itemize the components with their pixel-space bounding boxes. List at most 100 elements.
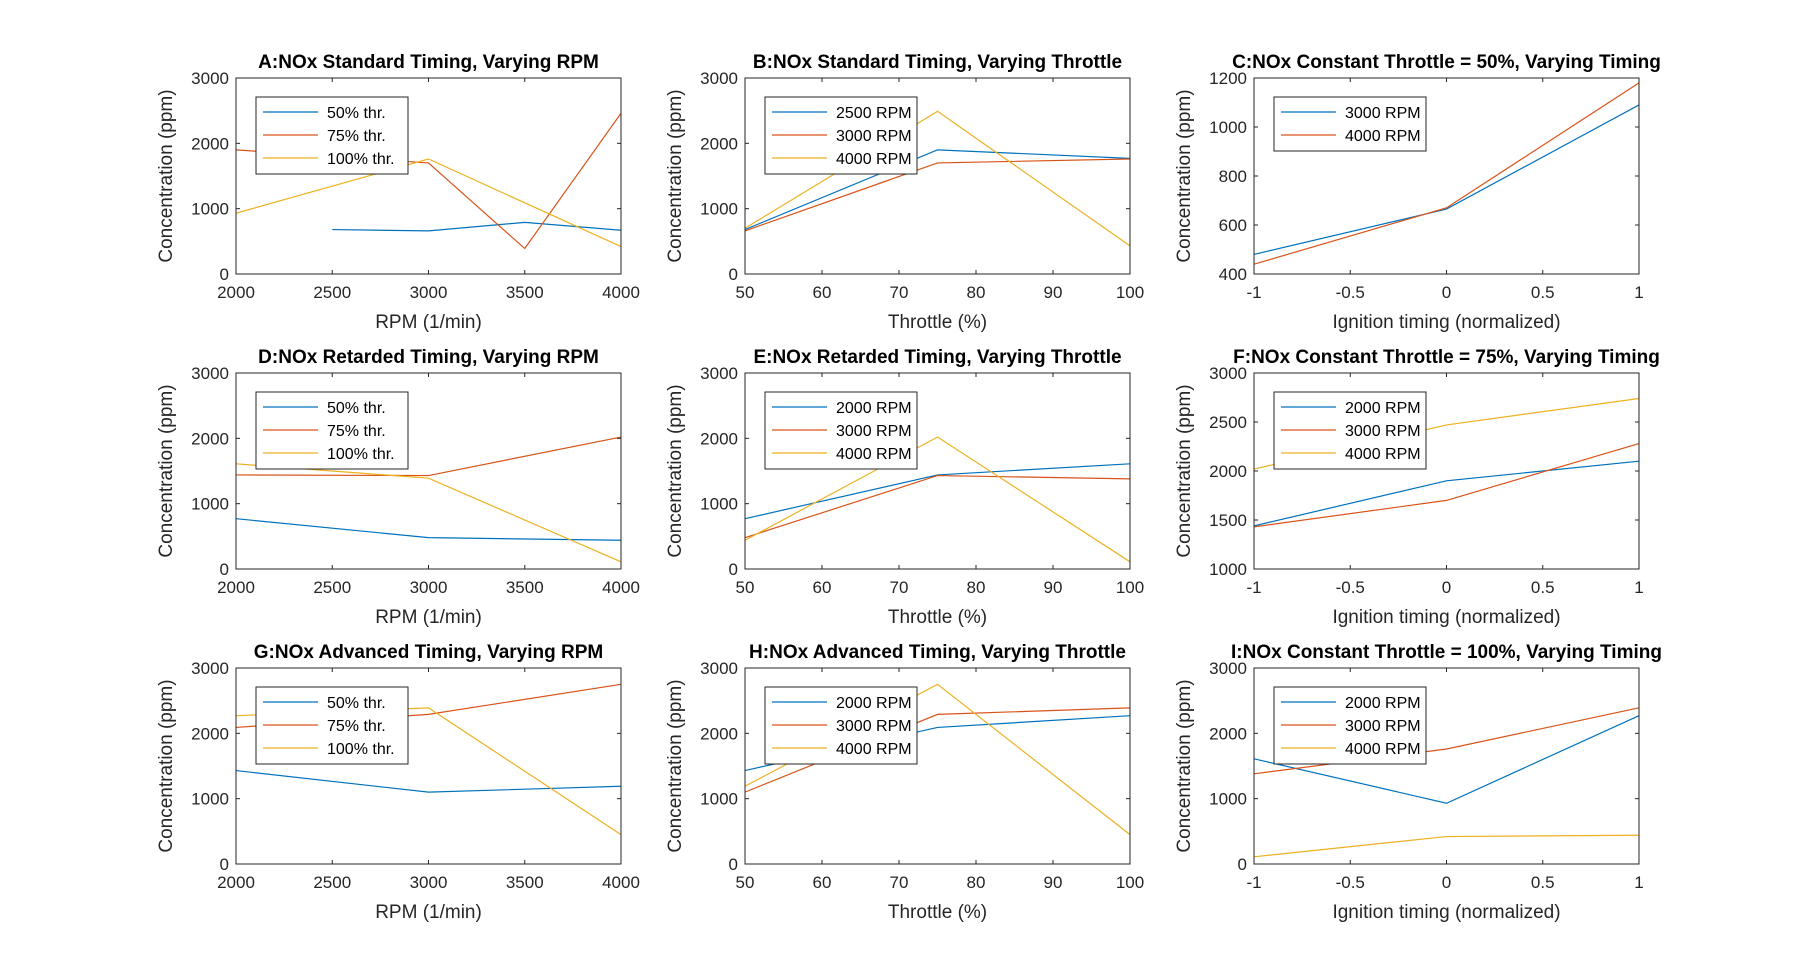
legend-box [1273, 96, 1427, 152]
legend-label: 75% thr. [327, 128, 386, 145]
y-tick-label: 3000 [700, 659, 738, 678]
legend-label: 4000 RPM [1345, 741, 1421, 758]
legend: 2500 RPM 3000 RPM 4000 RPM [764, 96, 918, 175]
y-tick-label: 3000 [191, 659, 229, 678]
series-line-2 [235, 158, 622, 248]
x-tick-label: 60 [813, 578, 832, 597]
chart-title: I:NOx Constant Throttle = 100%, Varying … [1231, 642, 1662, 663]
series-line-1 [1253, 707, 1640, 775]
chart-title: H:NOx Advanced Timing, Varying Throttle [749, 642, 1126, 663]
legend-label: 4000 RPM [1345, 128, 1421, 145]
legend-label: 2000 RPM [1345, 400, 1421, 417]
x-axis-label: Throttle (%) [888, 607, 987, 628]
y-tick-label: 3000 [1209, 659, 1247, 678]
y-axis-label: Concentration (ppm) [665, 89, 686, 262]
legend-label: 100% thr. [327, 446, 395, 463]
x-tick-label: 0 [1442, 283, 1451, 302]
y-tick-label: 1000 [700, 495, 738, 514]
x-tick-label: 3000 [410, 283, 448, 302]
subplot-0: 2000 2500 3000 3500 4000 0 1000 2000 3000 A:NOx S… [156, 52, 640, 333]
x-tick-label: 0 [1442, 578, 1451, 597]
x-tick-label: 90 [1044, 873, 1063, 892]
legend: 2000 RPM 3000 RPM 4000 RPM [764, 686, 918, 765]
x-tick-label: 3000 [410, 873, 448, 892]
legend-label: 50% thr. [327, 695, 386, 712]
x-tick-label: 2500 [313, 873, 351, 892]
series-line-1 [1253, 82, 1640, 265]
legend-label: 2500 RPM [836, 105, 912, 122]
y-tick-label: 2000 [191, 134, 229, 153]
x-tick-label: 2000 [217, 283, 255, 302]
series-line-0 [1253, 104, 1640, 255]
x-tick-label: 2000 [217, 578, 255, 597]
y-tick-label: 3000 [700, 69, 738, 88]
y-tick-label: 2000 [700, 429, 738, 448]
series-line-0 [332, 221, 622, 232]
legend-label: 3000 RPM [836, 128, 912, 145]
series-line-0 [235, 769, 622, 793]
x-tick-label: 4000 [602, 283, 640, 302]
y-tick-label: 1000 [1209, 118, 1247, 137]
legend: 50% thr. 75% thr. 100% thr. [255, 96, 409, 175]
y-tick-label: 1500 [1209, 511, 1247, 530]
x-tick-label: -0.5 [1336, 873, 1365, 892]
y-axis-label: Concentration (ppm) [665, 384, 686, 557]
y-tick-label: 1000 [1209, 790, 1247, 809]
x-tick-label: 3500 [506, 283, 544, 302]
x-tick-label: 50 [736, 578, 755, 597]
x-tick-label: 100 [1116, 873, 1144, 892]
y-tick-label: 1200 [1209, 69, 1247, 88]
y-tick-label: 2000 [700, 134, 738, 153]
chart-title: A:NOx Standard Timing, Varying RPM [258, 52, 599, 73]
x-tick-label: 0.5 [1531, 283, 1555, 302]
legend-label: 50% thr. [327, 400, 386, 417]
x-axis-label: RPM (1/min) [375, 607, 482, 628]
y-tick-label: 1000 [1209, 560, 1247, 579]
legend-label: 50% thr. [327, 105, 386, 122]
x-tick-label: 90 [1044, 283, 1063, 302]
chart-title: B:NOx Standard Timing, Varying Throttle [753, 52, 1122, 73]
legend: 3000 RPM 4000 RPM [1273, 96, 1427, 152]
x-axis-label: RPM (1/min) [375, 902, 482, 923]
y-tick-label: 0 [729, 560, 738, 579]
legend-label: 3000 RPM [836, 718, 912, 735]
x-tick-label: -1 [1246, 283, 1261, 302]
x-tick-label: 100 [1116, 578, 1144, 597]
series-line-1 [235, 436, 622, 477]
x-axis-label: Throttle (%) [888, 902, 987, 923]
y-axis-label: Concentration (ppm) [156, 89, 177, 262]
y-tick-label: 400 [1219, 265, 1247, 284]
y-axis-label: Concentration (ppm) [156, 384, 177, 557]
series-line-0 [744, 463, 1131, 520]
chart-title: D:NOx Retarded Timing, Varying RPM [258, 347, 599, 368]
y-tick-label: 0 [220, 265, 229, 284]
legend-label: 4000 RPM [836, 446, 912, 463]
x-axis-label: Ignition timing (normalized) [1332, 312, 1560, 333]
axes-box [744, 667, 1131, 865]
series-line-0 [1253, 460, 1640, 527]
chart-title: G:NOx Advanced Timing, Varying RPM [254, 642, 603, 663]
x-tick-label: -0.5 [1336, 578, 1365, 597]
legend: 50% thr. 75% thr. 100% thr. [255, 391, 409, 470]
x-tick-label: 80 [967, 283, 986, 302]
y-axis-label: Concentration (ppm) [156, 679, 177, 852]
series-line-2 [744, 110, 1131, 247]
series-line-1 [744, 474, 1131, 539]
x-tick-label: 0.5 [1531, 873, 1555, 892]
x-tick-label: -1 [1246, 578, 1261, 597]
x-tick-label: 4000 [602, 578, 640, 597]
y-tick-label: 3000 [191, 69, 229, 88]
legend: 2000 RPM 3000 RPM 4000 RPM [1273, 686, 1427, 765]
y-tick-label: 2000 [700, 724, 738, 743]
x-tick-label: 60 [813, 283, 832, 302]
y-tick-label: 2000 [191, 429, 229, 448]
legend-label: 4000 RPM [836, 151, 912, 168]
series-line-2 [1253, 834, 1640, 858]
legend-label: 100% thr. [327, 741, 395, 758]
legend: 2000 RPM 3000 RPM 4000 RPM [1273, 391, 1427, 470]
legend-label: 100% thr. [327, 151, 395, 168]
x-tick-label: 1 [1634, 578, 1643, 597]
